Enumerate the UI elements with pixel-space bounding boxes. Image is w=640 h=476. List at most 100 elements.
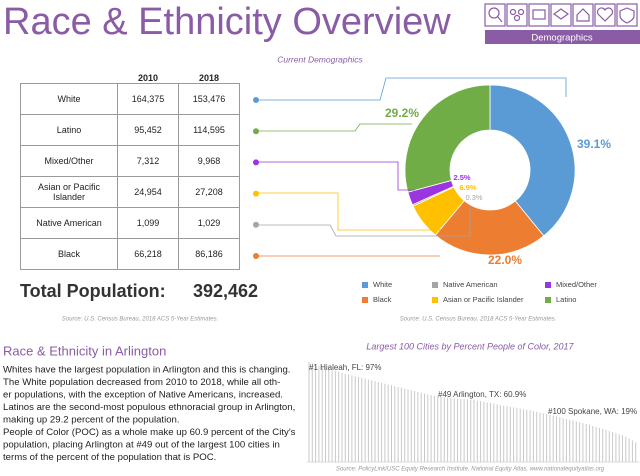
table-cell: 7,312	[117, 145, 179, 177]
table-cell: 1,099	[117, 207, 179, 239]
icon-search[interactable]	[484, 3, 506, 27]
table-cell: 27,208	[178, 176, 240, 208]
connector	[258, 77, 567, 101]
icon-safety[interactable]	[616, 3, 638, 27]
table-cell: 24,954	[117, 176, 179, 208]
total-label: Total Population:	[20, 281, 166, 301]
body-text: making up 29.2 percent of the population…	[3, 415, 180, 426]
data-label: 0.3%	[465, 193, 482, 202]
table-cell: 66,218	[117, 238, 179, 270]
icon-glyph	[497, 16, 503, 23]
pie-source: Source: U.S. Census Bureau, 2018 ACS 5-Y…	[400, 317, 557, 323]
legend-label: Mixed/Other	[556, 280, 597, 289]
legend-swatch	[362, 282, 368, 288]
table-row: Black 66,218 86,186	[20, 238, 240, 270]
row-label: Latino	[20, 114, 118, 146]
row-label: Mixed/Other	[20, 145, 118, 177]
body-text: The White population decreased from 2010…	[3, 377, 280, 388]
connector-dot	[253, 253, 259, 259]
table-cell: 164,375	[117, 83, 179, 115]
body-text: population, placing Arlington at #49 out…	[3, 440, 280, 451]
icon-glyph	[509, 8, 517, 16]
donut-slice	[489, 84, 576, 237]
data-label: 22.0%	[488, 253, 522, 267]
icon-health[interactable]	[594, 3, 616, 27]
table-row: Asian or Pacific Islander 24,954 27,208	[20, 176, 240, 208]
legend-swatch	[362, 297, 368, 303]
table-cell: 86,186	[178, 238, 240, 270]
header-cell	[21, 72, 118, 84]
table-row: Mixed/Other 7,312 9,968	[20, 145, 240, 177]
legend-label: Latino	[556, 295, 576, 304]
body-text: er populations, with the exception of Na…	[3, 390, 283, 401]
icon-education[interactable]	[550, 3, 572, 27]
page-title: Race & Ethnicity Overview	[3, 1, 451, 43]
icon-glyph	[619, 7, 635, 24]
row-label: Native American	[20, 207, 118, 239]
connector-dot	[253, 190, 259, 197]
population-table: 2010 2018 White 164,375 153,476 Latino 95,452 1…	[20, 72, 240, 270]
legend-swatch	[545, 282, 551, 288]
body-text: Whites have the largest population in Ar…	[3, 365, 290, 376]
bar-source: Source: PolicyLink/USC Equity Research I…	[336, 467, 605, 473]
annotation: #49 Arlington, TX: 60.9%	[438, 390, 526, 399]
connector	[258, 206, 471, 237]
data-label: 6.9%	[459, 183, 476, 192]
column-header: 2018	[198, 72, 220, 83]
legend-label: Black	[373, 295, 392, 304]
donut-slice	[404, 84, 491, 193]
body-text: Latinos are the second-most populous eth…	[3, 402, 295, 413]
connector	[258, 192, 441, 231]
legend-label: White	[373, 280, 392, 289]
row-label: White	[20, 83, 118, 115]
legend-swatch	[432, 282, 438, 288]
table-cell: 153,476	[178, 83, 240, 115]
annotation: #1 Hialeah, FL: 97%	[309, 363, 382, 372]
data-label: 39.1%	[577, 137, 611, 151]
icon-glyph	[532, 9, 546, 20]
connector-dot	[253, 97, 259, 103]
connector-dot	[253, 128, 259, 135]
connector	[258, 123, 412, 132]
legend-swatch	[432, 297, 438, 303]
section-title: Race & Ethnicity in Arlington	[3, 343, 166, 358]
column-header: 2010	[137, 72, 159, 83]
icon-glyph	[488, 7, 500, 19]
connector-dot	[253, 159, 259, 166]
legend-label: Asian or Pacific Islander	[443, 295, 524, 304]
table-cell: 1,029	[178, 207, 240, 239]
nav-icons	[484, 3, 638, 27]
annotation: #100 Spokane, WA: 19%	[548, 407, 637, 416]
table-row: Native American 1,099 1,029	[20, 207, 240, 239]
table-source: Source: U.S. Census Bureau, 2018 ACS 5-Y…	[62, 317, 219, 323]
connector	[258, 161, 415, 191]
table-row: Latino 95,452 114,595	[20, 114, 240, 146]
table-cell: 114,595	[178, 114, 240, 146]
data-label: 2.5%	[453, 173, 470, 182]
table-cell: 95,452	[117, 114, 179, 146]
body-text: People of Color (POC) as a whole make up…	[3, 427, 296, 438]
row-label: Black	[20, 238, 118, 270]
connector-dot	[253, 221, 259, 228]
nav-active-label[interactable]: Demographics	[531, 33, 592, 44]
nav-bar	[485, 30, 640, 44]
row-label: Asian or Pacific Islander	[20, 176, 118, 208]
body-text: terms of the percent of the population t…	[3, 452, 216, 463]
pie-title: Current Demographics	[277, 54, 363, 64]
table-header-row: 2010 2018	[21, 72, 240, 84]
bar-title: Largest 100 Cities by Percent People of …	[366, 341, 574, 351]
icon-glyph	[552, 8, 570, 20]
icon-housing[interactable]	[572, 3, 594, 27]
icon-glyph	[513, 14, 521, 22]
icon-demographics[interactable]	[506, 3, 528, 27]
icon-economy[interactable]	[528, 3, 550, 27]
icon-glyph	[596, 7, 614, 22]
table-cell: 9,968	[178, 145, 240, 177]
legend-swatch	[545, 297, 551, 303]
legend-label: Native American	[443, 280, 498, 289]
icon-glyph	[517, 8, 525, 16]
data-label: 29.2%	[385, 106, 419, 120]
donut-slice	[434, 200, 545, 256]
